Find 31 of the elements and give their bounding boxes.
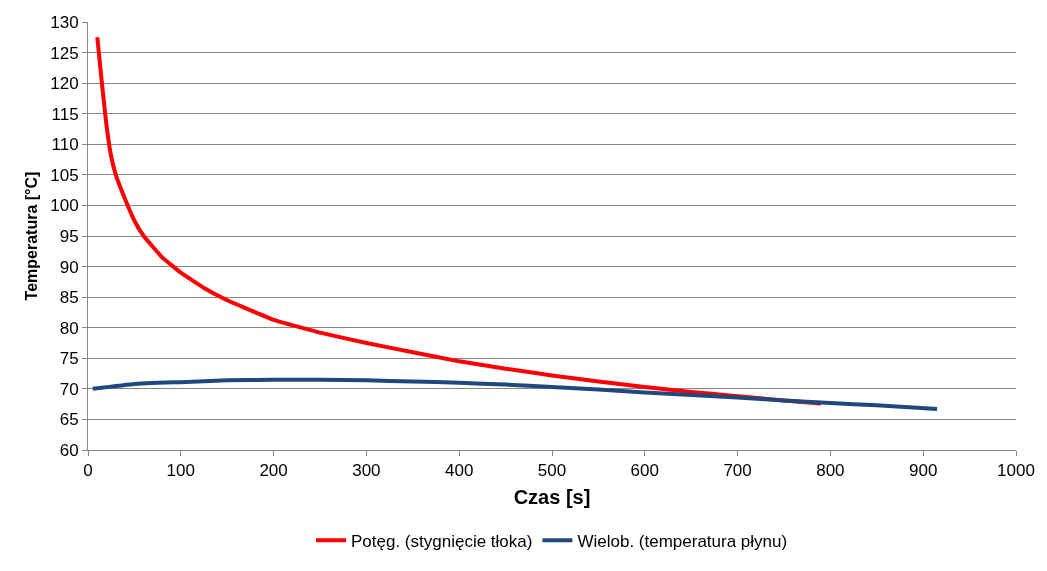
y-tick-label: 75 <box>59 349 79 369</box>
x-tick-label: 0 <box>83 461 93 481</box>
x-tick-label: 700 <box>723 461 752 481</box>
y-tick-label: 110 <box>51 135 79 155</box>
y-tick-label: 65 <box>59 410 79 430</box>
y-tick-label: 130 <box>50 12 79 32</box>
legend-label: Wielob. (temperatura płynu) <box>577 531 788 551</box>
x-tick-label: 400 <box>445 461 474 481</box>
y-tick-label: 100 <box>50 196 79 216</box>
x-tick-label: 100 <box>166 461 195 481</box>
x-tick-label: 600 <box>630 461 659 481</box>
x-tick-label: 200 <box>259 461 288 481</box>
y-tick-label: 120 <box>50 74 79 94</box>
legend-label: Potęg. (stygnięcie tłoka) <box>351 531 533 551</box>
x-tick-label: 500 <box>537 461 567 481</box>
y-axis-title: Temperatura [°C] <box>23 171 41 301</box>
line-series <box>90 377 940 412</box>
y-tick-label: 105 <box>50 165 79 185</box>
x-tick-label: 300 <box>352 461 381 481</box>
y-tick-label: 70 <box>59 379 79 399</box>
y-tick-label: 60 <box>59 440 79 460</box>
y-tick-label: 80 <box>59 318 79 338</box>
x-tick-label: 800 <box>816 461 845 481</box>
y-tick-label: 85 <box>59 288 79 308</box>
y-tick-label: 125 <box>50 43 79 63</box>
y-tick-label: 115 <box>51 104 79 124</box>
y-tick-label: 95 <box>59 226 79 246</box>
x-tick-label: 900 <box>909 461 938 481</box>
y-tick-label: 90 <box>59 257 79 277</box>
x-tick-label: 1000 <box>997 461 1035 481</box>
x-axis-title: Czas [s] <box>513 485 591 508</box>
